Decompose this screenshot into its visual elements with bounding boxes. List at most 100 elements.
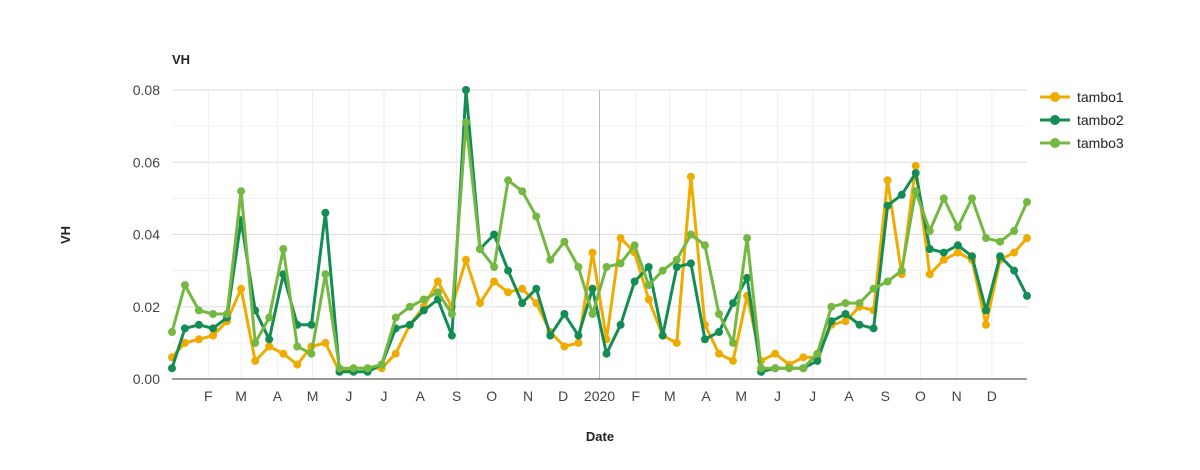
data-point-tambo3[interactable]	[391, 313, 400, 322]
data-point-tambo2[interactable]	[1023, 291, 1031, 300]
data-point-tambo1[interactable]	[476, 299, 484, 308]
data-point-tambo3[interactable]	[518, 187, 527, 196]
data-point-tambo3[interactable]	[194, 306, 203, 315]
data-point-tambo1[interactable]	[518, 284, 527, 293]
data-point-tambo1[interactable]	[771, 349, 780, 358]
data-point-tambo2[interactable]	[869, 324, 878, 333]
data-point-tambo3[interactable]	[616, 259, 625, 268]
data-point-tambo3[interactable]	[757, 364, 766, 373]
data-point-tambo3[interactable]	[462, 118, 470, 127]
data-point-tambo2[interactable]	[953, 241, 962, 250]
data-point-tambo3[interactable]	[630, 241, 639, 250]
data-point-tambo1[interactable]	[209, 331, 217, 340]
data-point-tambo1[interactable]	[251, 356, 260, 365]
data-point-tambo1[interactable]	[799, 353, 808, 362]
data-point-tambo2[interactable]	[968, 252, 976, 261]
data-point-tambo2[interactable]	[504, 266, 513, 275]
data-point-tambo1[interactable]	[433, 277, 442, 286]
data-point-tambo2[interactable]	[813, 356, 822, 365]
data-point-tambo2[interactable]	[1010, 266, 1019, 275]
data-point-tambo3[interactable]	[335, 364, 344, 373]
data-point-tambo3[interactable]	[883, 277, 892, 286]
data-point-tambo2[interactable]	[911, 169, 920, 178]
data-point-tambo1[interactable]	[1023, 234, 1031, 243]
data-point-tambo3[interactable]	[700, 241, 709, 250]
data-point-tambo3[interactable]	[237, 187, 246, 196]
data-point-tambo1[interactable]	[574, 338, 583, 347]
data-point-tambo2[interactable]	[602, 349, 611, 358]
data-point-tambo1[interactable]	[953, 248, 962, 257]
data-point-tambo2[interactable]	[180, 324, 189, 333]
data-point-tambo2[interactable]	[715, 328, 723, 336]
data-point-tambo3[interactable]	[743, 234, 752, 243]
data-point-tambo2[interactable]	[939, 248, 948, 257]
legend-item-tambo1[interactable]: tambo1	[1040, 89, 1124, 105]
data-point-tambo1[interactable]	[616, 234, 625, 243]
data-point-tambo3[interactable]	[588, 310, 597, 318]
data-point-tambo2[interactable]	[743, 273, 752, 282]
data-point-tambo2[interactable]	[700, 335, 709, 344]
data-point-tambo3[interactable]	[419, 295, 428, 304]
data-point-tambo3[interactable]	[939, 194, 948, 203]
data-point-tambo3[interactable]	[841, 299, 850, 308]
legend-item-tambo3[interactable]: tambo3	[1040, 135, 1124, 151]
data-point-tambo3[interactable]	[447, 310, 456, 318]
data-point-tambo2[interactable]	[560, 310, 569, 318]
data-point-tambo2[interactable]	[686, 259, 695, 268]
data-point-tambo3[interactable]	[996, 237, 1005, 246]
data-point-tambo1[interactable]	[462, 255, 470, 264]
data-point-tambo2[interactable]	[209, 324, 217, 333]
data-point-tambo1[interactable]	[911, 161, 920, 170]
data-point-tambo2[interactable]	[518, 299, 527, 308]
data-point-tambo3[interactable]	[307, 349, 316, 358]
data-point-tambo2[interactable]	[855, 320, 864, 329]
data-point-tambo1[interactable]	[194, 335, 203, 344]
data-point-tambo1[interactable]	[672, 338, 681, 347]
data-point-tambo3[interactable]	[644, 281, 653, 290]
data-point-tambo2[interactable]	[490, 230, 499, 239]
data-point-tambo2[interactable]	[616, 320, 625, 329]
data-point-tambo3[interactable]	[1023, 198, 1031, 206]
data-point-tambo3[interactable]	[785, 364, 794, 373]
data-point-tambo3[interactable]	[293, 342, 302, 351]
data-point-tambo2[interactable]	[630, 277, 639, 286]
data-point-tambo2[interactable]	[462, 86, 470, 94]
data-point-tambo1[interactable]	[504, 288, 513, 297]
data-point-tambo1[interactable]	[939, 255, 948, 264]
data-point-tambo3[interactable]	[405, 302, 414, 311]
data-point-tambo3[interactable]	[925, 226, 934, 235]
data-point-tambo3[interactable]	[799, 364, 808, 373]
data-point-tambo3[interactable]	[827, 302, 836, 311]
data-point-tambo3[interactable]	[363, 364, 372, 373]
data-point-tambo3[interactable]	[686, 230, 695, 239]
data-point-tambo3[interactable]	[658, 266, 667, 275]
data-point-tambo3[interactable]	[771, 364, 780, 373]
data-point-tambo1[interactable]	[729, 356, 737, 365]
data-point-tambo1[interactable]	[715, 349, 723, 358]
data-point-tambo2[interactable]	[265, 335, 274, 344]
data-point-tambo2[interactable]	[644, 263, 653, 271]
data-point-tambo2[interactable]	[729, 299, 737, 308]
data-point-tambo2[interactable]	[672, 263, 681, 271]
data-point-tambo3[interactable]	[504, 176, 513, 185]
data-point-tambo2[interactable]	[532, 284, 541, 293]
data-point-tambo3[interactable]	[168, 328, 176, 336]
data-point-tambo3[interactable]	[209, 310, 217, 318]
data-point-tambo3[interactable]	[855, 299, 864, 308]
legend-item-tambo2[interactable]: tambo2	[1040, 112, 1124, 128]
data-point-tambo3[interactable]	[180, 281, 189, 290]
data-point-tambo1[interactable]	[279, 349, 288, 358]
data-point-tambo1[interactable]	[180, 338, 189, 347]
data-point-tambo3[interactable]	[968, 194, 976, 203]
data-point-tambo3[interactable]	[1010, 226, 1019, 235]
data-point-tambo3[interactable]	[279, 245, 288, 253]
data-point-tambo1[interactable]	[841, 317, 850, 326]
data-point-tambo3[interactable]	[715, 310, 723, 318]
data-point-tambo2[interactable]	[168, 364, 176, 373]
data-point-tambo3[interactable]	[377, 360, 386, 369]
data-point-tambo1[interactable]	[1010, 248, 1019, 257]
data-point-tambo3[interactable]	[349, 364, 358, 373]
data-point-tambo3[interactable]	[602, 263, 611, 271]
data-point-tambo3[interactable]	[223, 310, 231, 318]
data-point-tambo3[interactable]	[265, 313, 274, 322]
